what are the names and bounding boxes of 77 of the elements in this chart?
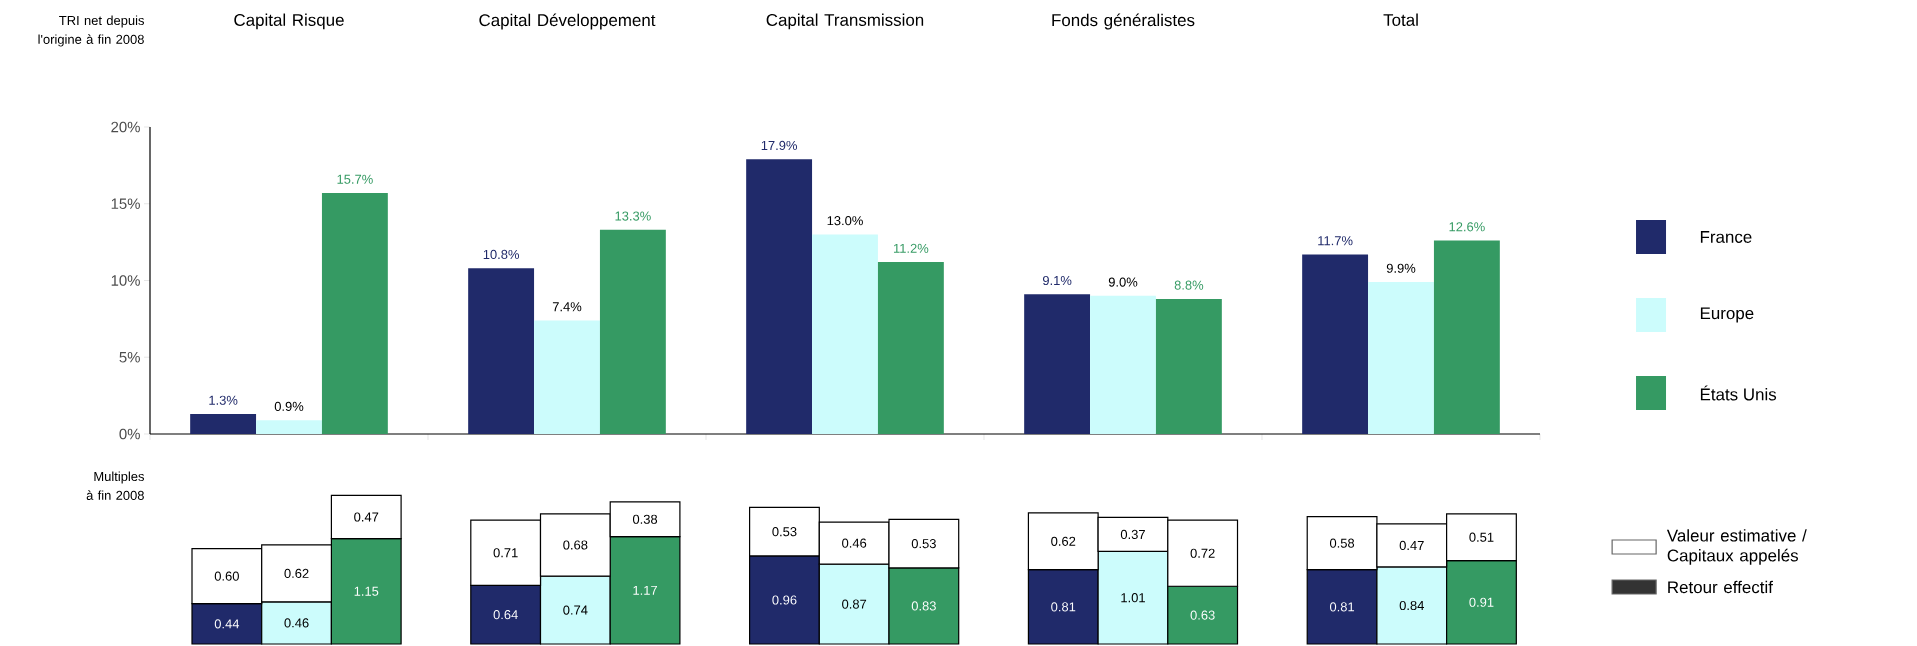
data-label: 0.47 [354,512,379,522]
data-label: 0.71 [493,548,518,558]
text: Valeur estimative / Capitaux appelés [1666,529,1807,565]
x-tick-label: Fonds généralistes [1052,13,1195,30]
y-tick-label: 20% [111,121,140,133]
data-label: 11.2% [893,243,929,253]
x-tick-label: Capital Risque [234,13,344,30]
y-axis-title: Multiples à fin 2008 [86,471,145,500]
bar [468,268,535,434]
bar [1368,282,1434,434]
data-label: 1.17 [633,585,657,595]
data-label: 1.3% [209,395,238,405]
bar [812,234,878,434]
data-label: 0.63 [1190,610,1215,620]
bar [256,420,322,434]
data-label: 0.68 [563,540,588,550]
bar [190,414,257,434]
bar [1090,295,1156,434]
data-label: 1.01 [1121,593,1145,603]
y-tick-label: 10% [111,275,140,286]
data-label: 0.84 [1399,600,1424,611]
x-tick-label: Capital Développement [479,13,656,30]
data-label: 13.0% [827,216,863,226]
data-label: 13.3% [615,211,651,221]
data-label: 0.96 [772,595,797,605]
y-axis-title: TRI net depuis l'origine à fin 2008 [38,15,144,47]
bar [321,193,388,434]
data-label: 9.1% [1042,275,1072,286]
data-label: 15.7% [337,174,373,184]
data-label: 0.64 [493,610,518,620]
y-tick-label: 5% [119,352,140,363]
data-label: 0.91 [1469,597,1494,607]
data-label: 0.46 [842,538,867,548]
bar [1155,298,1222,434]
data-label: 12.6% [1449,222,1485,232]
data-label: 0.53 [911,539,936,549]
bar [599,229,666,434]
data-label: 8.8% [1174,280,1204,290]
data-label: 0.60 [214,571,239,581]
data-label: 0.37 [1120,529,1145,539]
data-label: 10.8% [483,249,520,260]
data-label: 0.87 [842,599,867,609]
bar [1433,240,1500,434]
y-tick-label: 0% [119,428,140,440]
bar [877,262,944,434]
data-label: 0.9% [274,401,304,411]
bar [1024,294,1091,434]
bar [534,320,600,434]
data-label: 0.51 [1469,532,1494,542]
data-label: 0.58 [1329,538,1355,548]
data-label: 17.9% [761,140,798,151]
bar [746,159,813,434]
data-label: 0.81 [1329,602,1355,612]
x-tick-label: Total [1383,13,1418,26]
data-label: 0.47 [1399,540,1424,550]
data-label: 0.38 [632,514,658,524]
legend-label: États Unis [1700,385,1777,401]
data-label: 9.9% [1386,263,1416,273]
x-tick-label: Capital Transmission [766,13,924,30]
legend-label: Europe [1700,307,1754,323]
bar [1302,254,1369,434]
data-label: 0.62 [284,568,309,578]
data-label: 0.74 [563,605,588,615]
data-label: 0.83 [911,601,936,611]
data-label: 7.4% [552,302,582,312]
y-tick-label: 15% [111,198,140,209]
data-label: 0.53 [772,527,797,537]
data-label: 0.46 [284,618,309,628]
legend-label: France [1700,231,1752,243]
data-label: 0.72 [1190,548,1215,558]
data-label: 0.44 [214,619,240,629]
data-label: 0.62 [1051,536,1076,546]
data-label: 0.81 [1051,602,1076,612]
text: Retour effectif [1668,580,1773,594]
data-label: 11.7% [1318,236,1353,246]
data-label: 9.0% [1108,277,1138,287]
data-label: 1.15 [354,586,379,596]
